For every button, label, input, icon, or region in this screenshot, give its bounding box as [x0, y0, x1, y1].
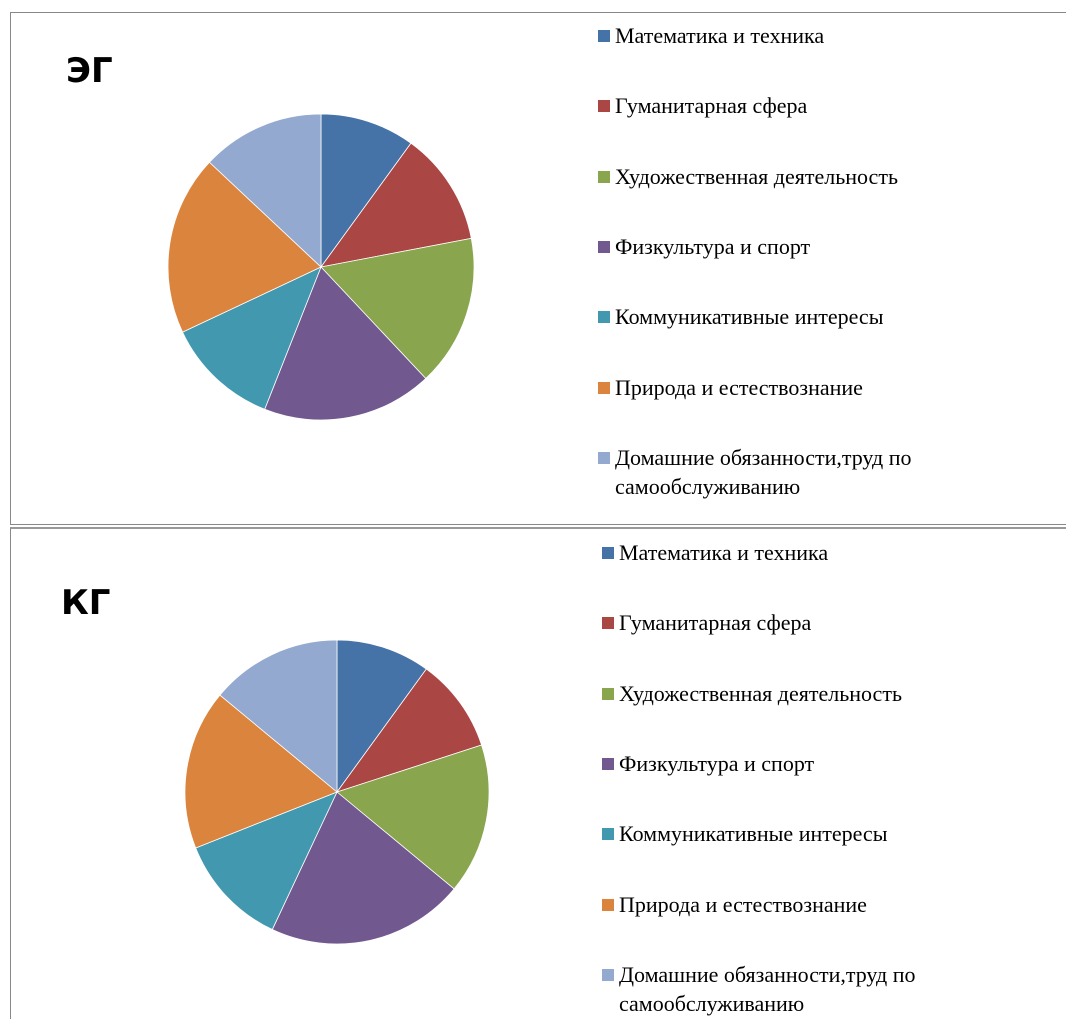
- chart-title: ЭГ: [66, 51, 113, 91]
- legend-swatch: [602, 617, 614, 630]
- legend-swatch: [598, 100, 610, 113]
- legend-swatch: [598, 451, 610, 464]
- legend-swatch: [598, 30, 610, 42]
- pie-slice: [208, 113, 322, 268]
- chart-title: КГ: [61, 583, 111, 623]
- pie-chart: [184, 639, 490, 945]
- legend-label: Математика и техника: [615, 23, 825, 48]
- pie-slice: [335, 668, 483, 793]
- pie-slice: [195, 791, 338, 931]
- pie-slice: [336, 639, 427, 794]
- legend-label: Математика и техника: [619, 540, 829, 565]
- legend-swatch: [598, 170, 610, 183]
- pie-slice: [167, 161, 322, 333]
- legend-label: Физкультура и спорт: [619, 750, 815, 776]
- chart-panel: КГ Математика и техника Гуманитарная сфера…: [10, 527, 1066, 1019]
- pie-slice: [320, 142, 472, 268]
- pie-slice: [320, 113, 412, 269]
- legend-label: Коммуникативные интересы: [615, 304, 884, 330]
- legend-label: Природа и естествознание: [615, 374, 863, 400]
- legend-label: Домашние обязанности,труд по самообслужи…: [619, 961, 916, 1016]
- legend-label: Художественная деятельность: [619, 680, 902, 706]
- pie-slice: [184, 694, 338, 849]
- pie-slice: [264, 266, 427, 421]
- legend-swatch: [602, 687, 614, 700]
- legend-swatch: [598, 381, 610, 394]
- legend-swatch: [602, 898, 614, 911]
- pie-chart: [167, 113, 475, 421]
- pie-slice: [219, 639, 338, 793]
- pie-slice: [182, 266, 322, 410]
- legend-swatch: [598, 311, 610, 324]
- legend-label: Художественная деятельность: [615, 163, 898, 189]
- legend-swatch: [602, 547, 614, 559]
- pie-slice: [320, 237, 475, 380]
- legend-label: Домашние обязанности,труд по самообслужи…: [615, 444, 912, 499]
- legend-label: Природа и естествознание: [619, 891, 867, 917]
- legend-swatch: [602, 828, 614, 841]
- legend-swatch: [602, 757, 614, 770]
- legend-label: Гуманитарная сфера: [615, 93, 808, 119]
- pie-slice: [271, 791, 455, 945]
- legend-swatch: [602, 968, 614, 981]
- legend-label: Гуманитарная сфера: [619, 610, 812, 636]
- legend-swatch: [598, 240, 610, 253]
- pie-slice: [336, 744, 490, 890]
- legend-label: Физкультура и спорт: [615, 233, 811, 259]
- chart-panel: ЭГ Математика и техника Гуманитарная сфера…: [10, 12, 1066, 525]
- legend-label: Коммуникативные интересы: [619, 821, 888, 847]
